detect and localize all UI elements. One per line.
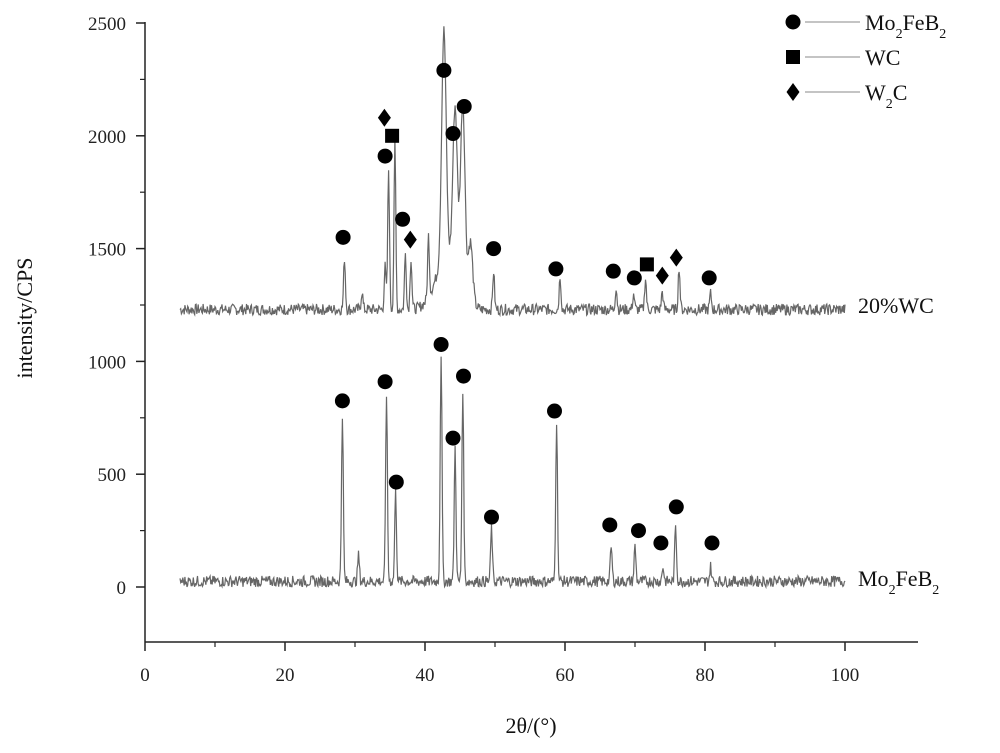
circle-marker	[547, 403, 562, 419]
circle-marker	[626, 270, 642, 286]
square-marker	[385, 128, 400, 143]
circle-marker	[484, 509, 499, 525]
axes	[144, 22, 918, 643]
circle-marker	[456, 98, 472, 114]
x-tick-label: 80	[696, 665, 715, 686]
diamond-marker	[655, 266, 669, 285]
circle-marker	[701, 270, 717, 286]
x-tick-label: 20	[276, 665, 295, 686]
x-tick-label: 60	[556, 665, 575, 686]
legend-label: Mo2FeB2	[865, 10, 946, 42]
series-line-1	[179, 356, 846, 590]
circle-marker	[377, 148, 393, 164]
circle-marker	[704, 535, 720, 551]
phase-markers	[334, 62, 720, 551]
circle-marker	[653, 535, 669, 551]
x-axis-title: 2θ/(°)	[505, 713, 556, 738]
y-tick-label: 2000	[88, 127, 126, 148]
diamond-marker	[669, 248, 683, 267]
series-label: 20%WC	[858, 293, 934, 318]
y-axis-title: intensity/CPS	[12, 257, 37, 378]
circle-marker	[436, 62, 452, 78]
x-tick-label: 0	[140, 665, 150, 686]
circle-marker	[433, 336, 449, 352]
circle-marker	[445, 126, 461, 142]
series-labels: 20%WC Mo2FeB2	[858, 293, 939, 597]
circle-marker	[785, 14, 801, 30]
circle-marker	[668, 499, 684, 515]
circle-marker	[631, 523, 646, 539]
legend: Mo2FeB2 WC W2C	[785, 10, 946, 112]
y-tick-label: 1000	[88, 352, 126, 373]
series-line-0	[179, 26, 846, 318]
diamond-marker	[403, 230, 417, 249]
diamond-marker	[786, 83, 800, 101]
y-tick-label: 500	[98, 465, 127, 486]
circle-marker	[335, 229, 351, 245]
circle-marker	[445, 430, 461, 446]
square-marker	[639, 257, 654, 272]
circle-marker	[334, 393, 350, 409]
y-tick-label: 2500	[88, 14, 126, 35]
y-tick-label: 1500	[88, 240, 126, 261]
circle-marker	[395, 211, 411, 227]
y-tick-label: 0	[117, 578, 127, 599]
circle-marker	[602, 517, 618, 533]
legend-label: W2C	[865, 80, 907, 112]
plot-area	[179, 26, 846, 590]
square-marker	[786, 50, 800, 64]
x-tick-label: 40	[416, 665, 435, 686]
circle-marker	[605, 263, 621, 279]
circle-marker	[377, 374, 393, 390]
diamond-marker	[377, 108, 391, 127]
circle-marker	[456, 368, 471, 384]
series-label: Mo2FeB2	[858, 566, 939, 598]
legend-label: WC	[865, 45, 900, 70]
x-tick-label: 100	[831, 665, 860, 686]
circle-marker	[548, 261, 564, 277]
circle-marker	[388, 474, 404, 490]
circle-marker	[486, 241, 502, 257]
